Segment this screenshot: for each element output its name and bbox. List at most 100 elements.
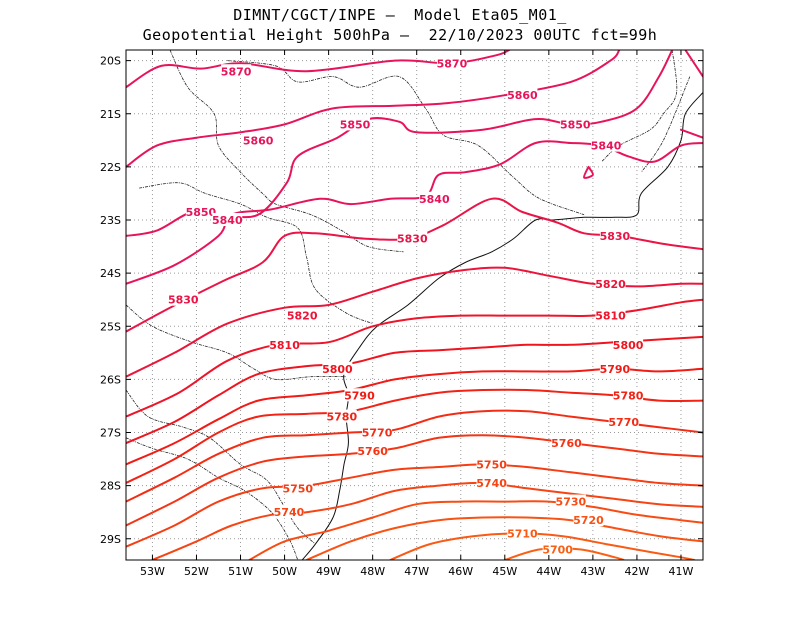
geography: [126, 50, 703, 560]
contour-5860: [684, 50, 703, 78]
lon-tick-label: 44W: [536, 565, 561, 578]
contour-label-halo: [344, 388, 375, 402]
axis-ticks: 53W 52W 51W 50W 49W 48W 47W 46W 45W 44W 43W 42W 41W 2…: [100, 50, 703, 578]
lat-tick-label: 26S: [100, 373, 121, 386]
contour-5820: [126, 266, 703, 378]
lat-tick-label: 23S: [100, 214, 121, 227]
contour-label-halo: [221, 64, 252, 78]
contour-label: 5840: [591, 140, 622, 153]
contour-label: 5840: [212, 214, 243, 227]
contour-label-halo: [476, 475, 507, 489]
lat-tick-label: 21S: [100, 108, 121, 121]
contour-label-halo: [551, 436, 582, 450]
state-border: [126, 304, 347, 381]
lat-tick-label: 20S: [100, 55, 121, 68]
lon-tick-label: 41W: [669, 565, 694, 578]
contour-label-halo: [595, 308, 626, 322]
contour-5740: [151, 481, 703, 560]
lon-tick-label: 45W: [492, 565, 517, 578]
contour-label: 5730: [556, 496, 587, 509]
contour-label-halo: [613, 388, 644, 402]
contour-5730: [248, 500, 703, 560]
contour-label: 5770: [362, 427, 393, 440]
lon-tick-label: 42W: [624, 565, 649, 578]
map-frame: [125, 49, 704, 561]
contour-label-halo: [613, 337, 644, 351]
state-border: [227, 60, 585, 216]
lon-tick-label: 43W: [580, 565, 605, 578]
state-border: [126, 437, 299, 560]
lon-tick-label: 49W: [316, 565, 341, 578]
lat-tick-label: 22S: [100, 161, 121, 174]
lon-tick-label: 46W: [448, 565, 473, 578]
contour-label: 5860: [243, 134, 274, 147]
contour-label: 5860: [507, 89, 538, 102]
contour-5840: [583, 165, 594, 179]
contour-label: 5810: [595, 310, 626, 323]
contour-label-halo: [326, 409, 357, 423]
contour-label-halo: [168, 292, 199, 306]
contour-label: 5750: [282, 482, 313, 495]
contour-label: 5740: [476, 477, 507, 490]
contour-label: 5830: [168, 294, 199, 307]
gridlines: [126, 50, 703, 560]
contour-label: 5850: [340, 118, 371, 131]
lon-tick-label: 53W: [140, 565, 165, 578]
contour-label: 5750: [476, 458, 507, 471]
map-title-line-2: Geopotential Height 500hPa – 22/10/2023 …: [142, 26, 658, 44]
contour-label-halo: [608, 414, 639, 428]
contour-label-halo: [595, 276, 626, 290]
contour-lines: [126, 50, 703, 560]
contour-label-halo: [287, 308, 318, 322]
contour-label-halo: [573, 513, 604, 527]
contour-label: 5760: [357, 445, 388, 458]
lat-tick-label: 28S: [100, 480, 121, 493]
map-title-line-1: DIMNT/CGCT/INPE – Model Eta05_M01_: [233, 6, 567, 24]
contour-label-halo: [362, 425, 393, 439]
contour-label: 5870: [437, 57, 468, 70]
contour-5750: [126, 463, 703, 548]
contour-label: 5770: [608, 416, 639, 429]
contour-5810: [126, 298, 703, 418]
lat-tick-label: 29S: [100, 533, 121, 546]
contour-label-halo: [243, 133, 274, 147]
contour-label: 5850: [186, 206, 217, 219]
contour-5850: [680, 128, 703, 139]
contour-label: 5830: [397, 233, 428, 246]
state-border: [640, 76, 691, 173]
contour-label: 5700: [542, 543, 573, 556]
contour-label-halo: [273, 505, 304, 519]
contour-label-halo: [507, 88, 538, 102]
lon-tick-label: 51W: [228, 565, 253, 578]
contour-label-halo: [599, 228, 630, 242]
coastline: [301, 92, 703, 560]
contour-5760: [126, 434, 703, 527]
lat-tick-label: 27S: [100, 427, 121, 440]
contour-label-halo: [185, 205, 216, 219]
contour-label: 5790: [600, 363, 631, 376]
contour-label: 5760: [551, 437, 582, 450]
lat-tick-label: 24S: [100, 267, 121, 280]
contour-label-halo: [542, 542, 573, 556]
contour-label: 5830: [600, 230, 631, 243]
contour-label-halo: [419, 191, 450, 205]
contour-label-halo: [340, 117, 371, 131]
state-border: [169, 50, 404, 253]
lon-tick-label: 47W: [404, 565, 429, 578]
contour-label: 5840: [419, 193, 450, 206]
state-border: [126, 389, 316, 545]
contour-label: 5710: [507, 527, 538, 540]
contour-5800: [126, 335, 703, 445]
contour-label-halo: [397, 231, 428, 245]
contour-label: 5850: [560, 118, 591, 131]
contour-label: 5790: [344, 389, 375, 402]
lon-tick-label: 50W: [272, 565, 297, 578]
contour-label-halo: [507, 526, 538, 540]
contour-label-halo: [436, 56, 467, 70]
contour-label: 5800: [613, 339, 644, 352]
contour-label-halo: [269, 337, 300, 351]
contour-label: 5870: [221, 65, 252, 78]
contour-label-halo: [357, 444, 388, 458]
